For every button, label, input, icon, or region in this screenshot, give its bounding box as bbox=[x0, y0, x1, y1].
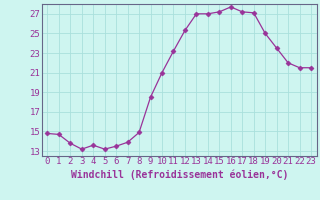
X-axis label: Windchill (Refroidissement éolien,°C): Windchill (Refroidissement éolien,°C) bbox=[70, 169, 288, 180]
